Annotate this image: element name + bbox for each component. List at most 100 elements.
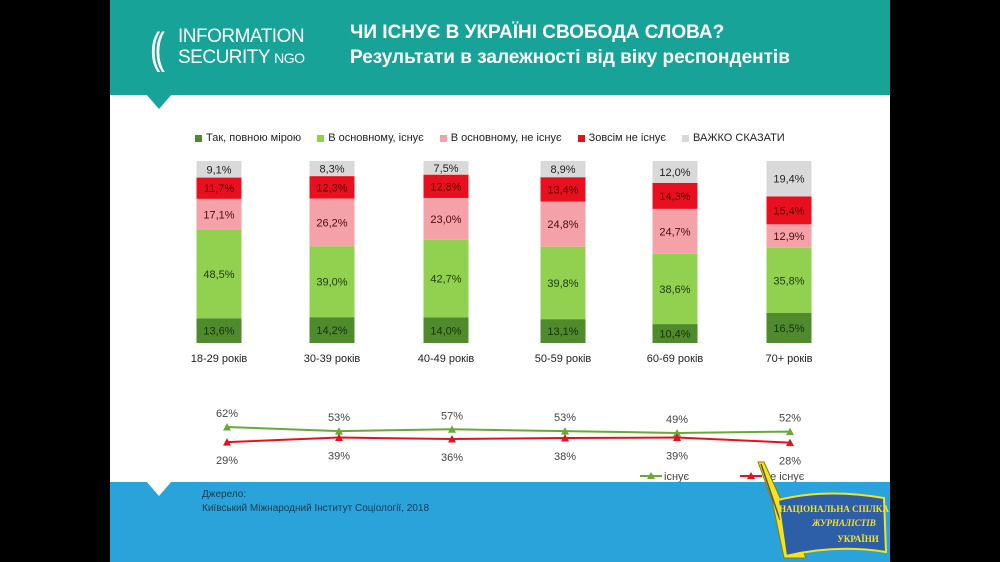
bar-data-label: 11,7% (204, 183, 235, 195)
footer-pointer (146, 481, 172, 496)
category-label: 70+ років (765, 353, 812, 365)
bar-segment (652, 182, 698, 209)
nsju-logo: НАЦІОНАЛЬНА СПІЛКА ЖУРНАЛІСТІВ УКРАЇНИ (757, 461, 889, 559)
bar-segment (423, 161, 469, 175)
bar-segment (309, 161, 355, 177)
legend-label: Так, повною мірою (206, 132, 302, 144)
bar-segment (652, 161, 698, 183)
bar-segment (423, 174, 469, 198)
bar-legend: Так, повною мірою В основному, існує В осн… (195, 132, 785, 144)
badge-text: УКРАЇНИ (837, 534, 878, 544)
triangle-marker (448, 425, 456, 433)
line-data-label: 57% (441, 410, 463, 422)
bar-segment (423, 197, 469, 240)
legend-swatch (682, 134, 690, 142)
bar-data-label: 13,6% (203, 326, 234, 338)
bar-data-label: 35,8% (773, 275, 804, 287)
line-series (226, 436, 791, 444)
charts: 13,6% 48,5% 17,1% 11,7% 9,1% 18-29 років 14,2%… (191, 161, 813, 482)
bar-data-label: 38,6% (659, 284, 690, 296)
bar-data-label: 12,8% (430, 181, 461, 193)
triangle-marker (223, 422, 231, 431)
legend-swatch (439, 134, 447, 142)
legend-item: Зовсім не існує (577, 132, 667, 144)
triangle-marker (448, 434, 456, 443)
triangle-marker (673, 433, 681, 442)
bar-segment (196, 177, 242, 199)
bar-segment (652, 253, 698, 325)
legend-label: Зовсім не існує (588, 132, 667, 144)
legend-swatch (317, 134, 325, 142)
line-data-label: 62% (216, 408, 238, 420)
badge-text: НАЦІОНАЛЬНА СПІЛКА (779, 504, 889, 514)
bar-data-label: 14,3% (659, 191, 690, 203)
bar-segment (309, 246, 355, 318)
line-data-label: 52% (779, 413, 801, 425)
triangle-marker (747, 472, 755, 479)
page-title: ЧИ ІСНУЄ В УКРАЇНІ СВОБОДА СЛОВА? (350, 22, 725, 43)
bar-segment (540, 161, 586, 178)
line-data-label: 28% (779, 456, 801, 468)
bar-segment (652, 324, 698, 343)
legend-item: ВАЖКО СКАЗАТИ (682, 132, 785, 144)
bar-segment (309, 317, 355, 343)
page-subtitle: Результати в залежності від віку респонд… (350, 47, 790, 68)
bar-data-label: 42,7% (430, 274, 461, 286)
source-label: Джерело: (202, 489, 247, 500)
bar-data-label: 39,8% (547, 278, 578, 290)
bar-data-label: 14,0% (430, 325, 461, 337)
bar-data-label: 8,3% (319, 164, 344, 176)
category-label: 50-59 років (535, 353, 592, 365)
legend-swatch (195, 134, 202, 142)
logo-ngo: NGO (274, 50, 305, 66)
bar-segment (540, 177, 586, 202)
bar-data-label: 26,2% (316, 217, 347, 229)
triangle-marker (647, 472, 655, 479)
bar-segment (766, 224, 812, 248)
logo-line1: INFORMATION (178, 26, 305, 47)
bar-data-label: 12,3% (316, 182, 347, 194)
bar-data-label: 23,0% (430, 214, 461, 226)
bar-segment (423, 239, 469, 318)
triangle-marker (335, 427, 343, 435)
bar-segment (540, 201, 586, 247)
line-data-label: 38% (554, 451, 576, 463)
legend-item: В основному, існує (317, 132, 424, 144)
bar-data-label: 12,0% (659, 167, 690, 179)
triangle-marker (223, 438, 231, 446)
bar-data-label: 39,0% (316, 277, 347, 289)
source-text: Київський Міжнародний Інститут Соціологі… (202, 503, 430, 514)
bar-segment (766, 196, 812, 225)
bar-data-label: 8,9% (550, 164, 575, 176)
line-data-label: 36% (441, 452, 463, 464)
bar-segment (196, 318, 242, 343)
category-label: 60-69 років (647, 353, 704, 365)
bar-data-label: 13,4% (547, 184, 578, 196)
bar-segment (309, 176, 355, 199)
bar-segment (540, 246, 586, 320)
logo-security: SECURITY (178, 47, 271, 68)
bar-segment (766, 161, 812, 197)
legend-label: В основному, існує (328, 132, 424, 144)
line-data-label: 49% (666, 414, 688, 426)
line-data-label: 29% (216, 455, 238, 467)
legend-label: В основному, не існує (450, 132, 562, 144)
bar-segment (766, 312, 812, 343)
line-data-label: 39% (666, 451, 688, 463)
bar-data-label: 16,5% (773, 323, 804, 335)
legend-item: Так, повною мірою (195, 132, 301, 144)
line-data-label: 39% (328, 451, 350, 463)
bar-data-label: 24,7% (659, 226, 690, 238)
category-label: 40-49 років (418, 353, 475, 365)
triangle-marker (786, 427, 794, 436)
line-legend-label: існує (664, 471, 690, 482)
triangle-marker (786, 438, 794, 447)
bar-data-label: 48,5% (203, 269, 234, 281)
bar-data-label: 7,5% (433, 163, 458, 175)
logo-line2: SECURITY NGO (178, 47, 305, 69)
bar-data-label: 10,4% (659, 329, 690, 341)
header-pointer (146, 94, 172, 109)
bar-segment (196, 229, 242, 319)
bar-data-label: 24,8% (547, 219, 578, 231)
bar-segment (423, 317, 469, 343)
